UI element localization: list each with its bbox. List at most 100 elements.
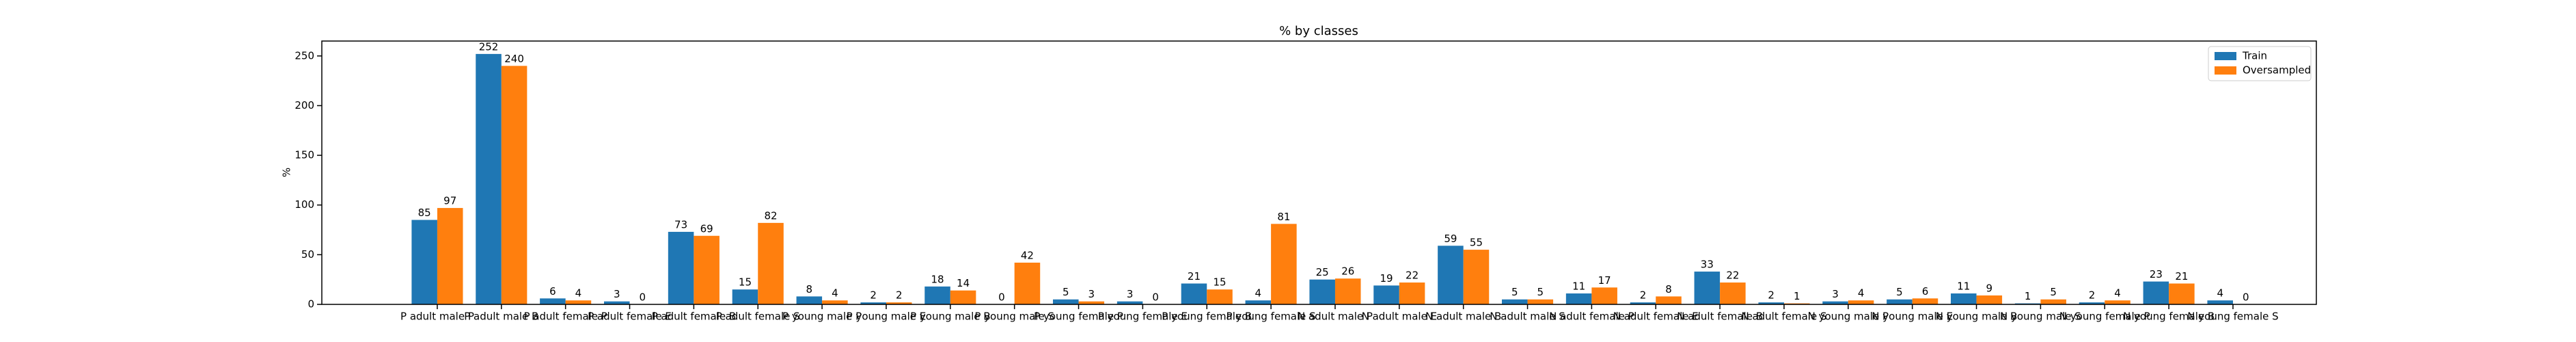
- value-label: 21: [2175, 270, 2188, 282]
- value-label: 8: [1665, 283, 1672, 295]
- value-label: 18: [931, 273, 944, 285]
- value-label: 252: [479, 40, 499, 53]
- value-label: 33: [1701, 259, 1714, 271]
- value-label: 97: [443, 195, 456, 207]
- value-label: 42: [1021, 249, 1034, 261]
- bar: [1014, 262, 1041, 304]
- value-label: 0: [998, 291, 1005, 304]
- bar: [1438, 246, 1464, 304]
- bar: [2079, 302, 2105, 304]
- x-tick-label: N adult male B: [1425, 311, 1501, 323]
- value-label: 4: [2114, 287, 2121, 300]
- x-tick-label: N young male B: [1936, 311, 2018, 323]
- x-tick-label: P adult male B: [464, 311, 538, 323]
- x-tick-label: N young female S: [2187, 311, 2278, 323]
- value-label: 6: [549, 285, 556, 298]
- value-label: 22: [1726, 269, 1739, 282]
- x-tick-label: P young male P: [782, 311, 862, 323]
- bar: [886, 302, 912, 304]
- x-tick-label: N adult male S: [1490, 311, 1565, 323]
- bar: [1463, 250, 1490, 304]
- value-label: 3: [1127, 288, 1134, 300]
- value-label: 2: [2089, 289, 2096, 302]
- x-tick-label: N adult female E: [1613, 311, 1699, 323]
- bar: [668, 231, 694, 304]
- bar: [796, 296, 823, 304]
- x-tick-label: P young female P: [1034, 311, 1123, 323]
- bar: [1399, 282, 1425, 304]
- bar: [1245, 300, 1272, 304]
- value-label: 0: [640, 291, 646, 304]
- value-label: 2: [1768, 289, 1775, 302]
- y-axis-label: %: [281, 168, 293, 177]
- bar: [732, 289, 758, 304]
- x-tick-label: P adult female B: [652, 311, 737, 323]
- value-label: 11: [1957, 280, 1970, 293]
- value-label: 21: [1188, 270, 1201, 282]
- x-tick-label: P young female S: [1227, 311, 1316, 323]
- value-label: 19: [1380, 272, 1393, 285]
- x-tick-label: P young male E: [847, 311, 927, 323]
- value-label: 4: [1858, 287, 1865, 300]
- bar: [1309, 279, 1335, 304]
- x-tick-label: N young female B: [2123, 311, 2215, 323]
- value-label: 85: [418, 207, 431, 219]
- value-label: 6: [1922, 285, 1929, 298]
- bar: [1527, 299, 1554, 304]
- x-tick-label: N young male S: [2000, 311, 2081, 323]
- bar: [411, 220, 437, 304]
- value-label: 4: [832, 287, 838, 300]
- bar: [2040, 299, 2066, 304]
- x-tick-label: P adult female S: [716, 311, 800, 323]
- bar: [565, 300, 592, 304]
- value-label: 0: [1152, 291, 1159, 304]
- legend: Train Oversampled: [2208, 46, 2312, 81]
- value-label: 5: [1063, 286, 1069, 298]
- x-tick-label: P young female B: [1162, 311, 1252, 323]
- value-label: 2: [870, 289, 877, 302]
- value-label: 2: [896, 289, 903, 302]
- bar: [694, 235, 720, 304]
- value-label: 1: [1794, 290, 1800, 302]
- value-label: 9: [1986, 282, 1993, 294]
- x-tick-label: N young male E: [1872, 311, 1953, 323]
- x-tick-label: N adult male E: [1362, 311, 1437, 323]
- y-tick-label: 200: [294, 99, 314, 111]
- y-tick-label: 0: [307, 298, 314, 311]
- bar: [437, 208, 463, 304]
- y-tick-label: 250: [294, 49, 314, 62]
- bar: [603, 301, 630, 304]
- value-label: 22: [1406, 269, 1419, 282]
- bar: [1656, 296, 1682, 304]
- value-label: 14: [957, 277, 970, 289]
- legend-label: Oversampled: [2243, 64, 2311, 77]
- value-label: 15: [1213, 276, 1226, 289]
- bar: [1591, 287, 1617, 304]
- bar: [1116, 301, 1143, 304]
- bar: [1887, 299, 1913, 304]
- value-label: 1: [2025, 290, 2031, 302]
- bar: [860, 302, 886, 304]
- x-tick-label: P young male B: [910, 311, 990, 323]
- x-tick-label: P adult female E: [588, 311, 672, 323]
- x-tick-label: N adult male P: [1298, 311, 1373, 323]
- value-label: 0: [2243, 291, 2249, 304]
- bar: [1822, 301, 1848, 304]
- bar: [758, 222, 784, 304]
- bar: [1976, 295, 2003, 304]
- bar: [1720, 282, 1746, 304]
- y-tick-label: 150: [294, 149, 314, 161]
- x-tick-label: P adult female P: [523, 311, 607, 323]
- bar: [1565, 293, 1592, 304]
- bar: [1912, 298, 1938, 304]
- bar: [1758, 302, 1784, 304]
- bar: [1078, 301, 1105, 304]
- axes-frame: [321, 40, 2317, 305]
- bar: [1271, 224, 1297, 304]
- x-tick-label: P young female E: [1098, 311, 1188, 323]
- x-tick-label: N young male P: [1808, 311, 1889, 323]
- x-tick-label: P young male S: [974, 311, 1054, 323]
- chart-title: % by classes: [1279, 24, 1358, 38]
- bar: [1181, 283, 1207, 304]
